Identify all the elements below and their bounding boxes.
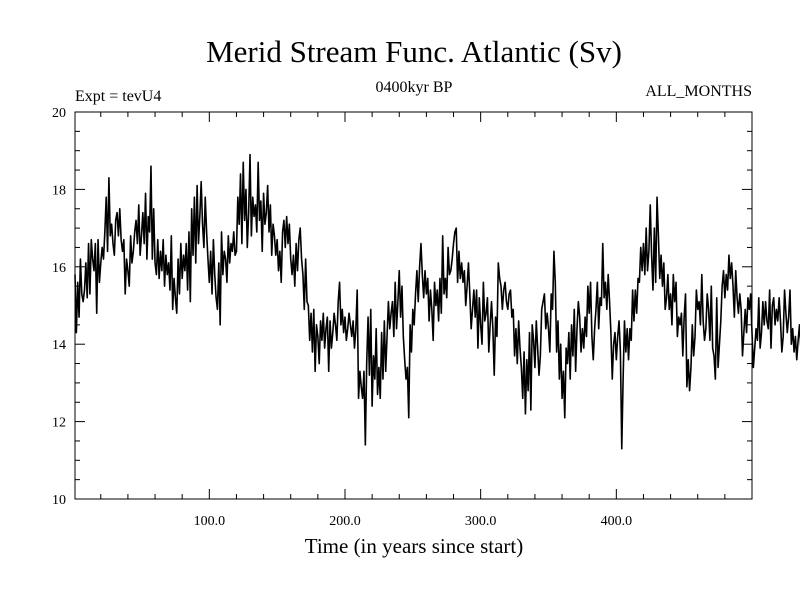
x-tick-label: 100.0 — [194, 514, 226, 529]
x-tick-label: 200.0 — [329, 514, 361, 529]
y-tick-label: 14 — [52, 338, 66, 353]
x-tick-label: 300.0 — [465, 514, 497, 529]
y-tick-label: 20 — [52, 106, 66, 121]
months-label: ALL_MONTHS — [645, 83, 752, 100]
x-tick-label: 400.0 — [601, 514, 633, 529]
series-group — [74, 153, 800, 450]
y-tick-label: 10 — [52, 493, 66, 508]
y-tick-label: 12 — [52, 416, 66, 431]
x-axis-label: Time (in years since start) — [305, 534, 524, 558]
y-tick-label: 16 — [52, 261, 66, 276]
period-label: 0400kyr BP — [376, 79, 453, 96]
y-tick-label: 18 — [52, 183, 66, 198]
series-line — [74, 153, 800, 450]
experiment-label: Expt = tevU4 — [75, 88, 161, 105]
plot-frame — [74, 111, 753, 500]
x-ticks: 100.0 200.0 300.0 400.0 — [100, 112, 726, 529]
chart-title: Merid Stream Func. Atlantic (Sv) — [206, 34, 622, 69]
